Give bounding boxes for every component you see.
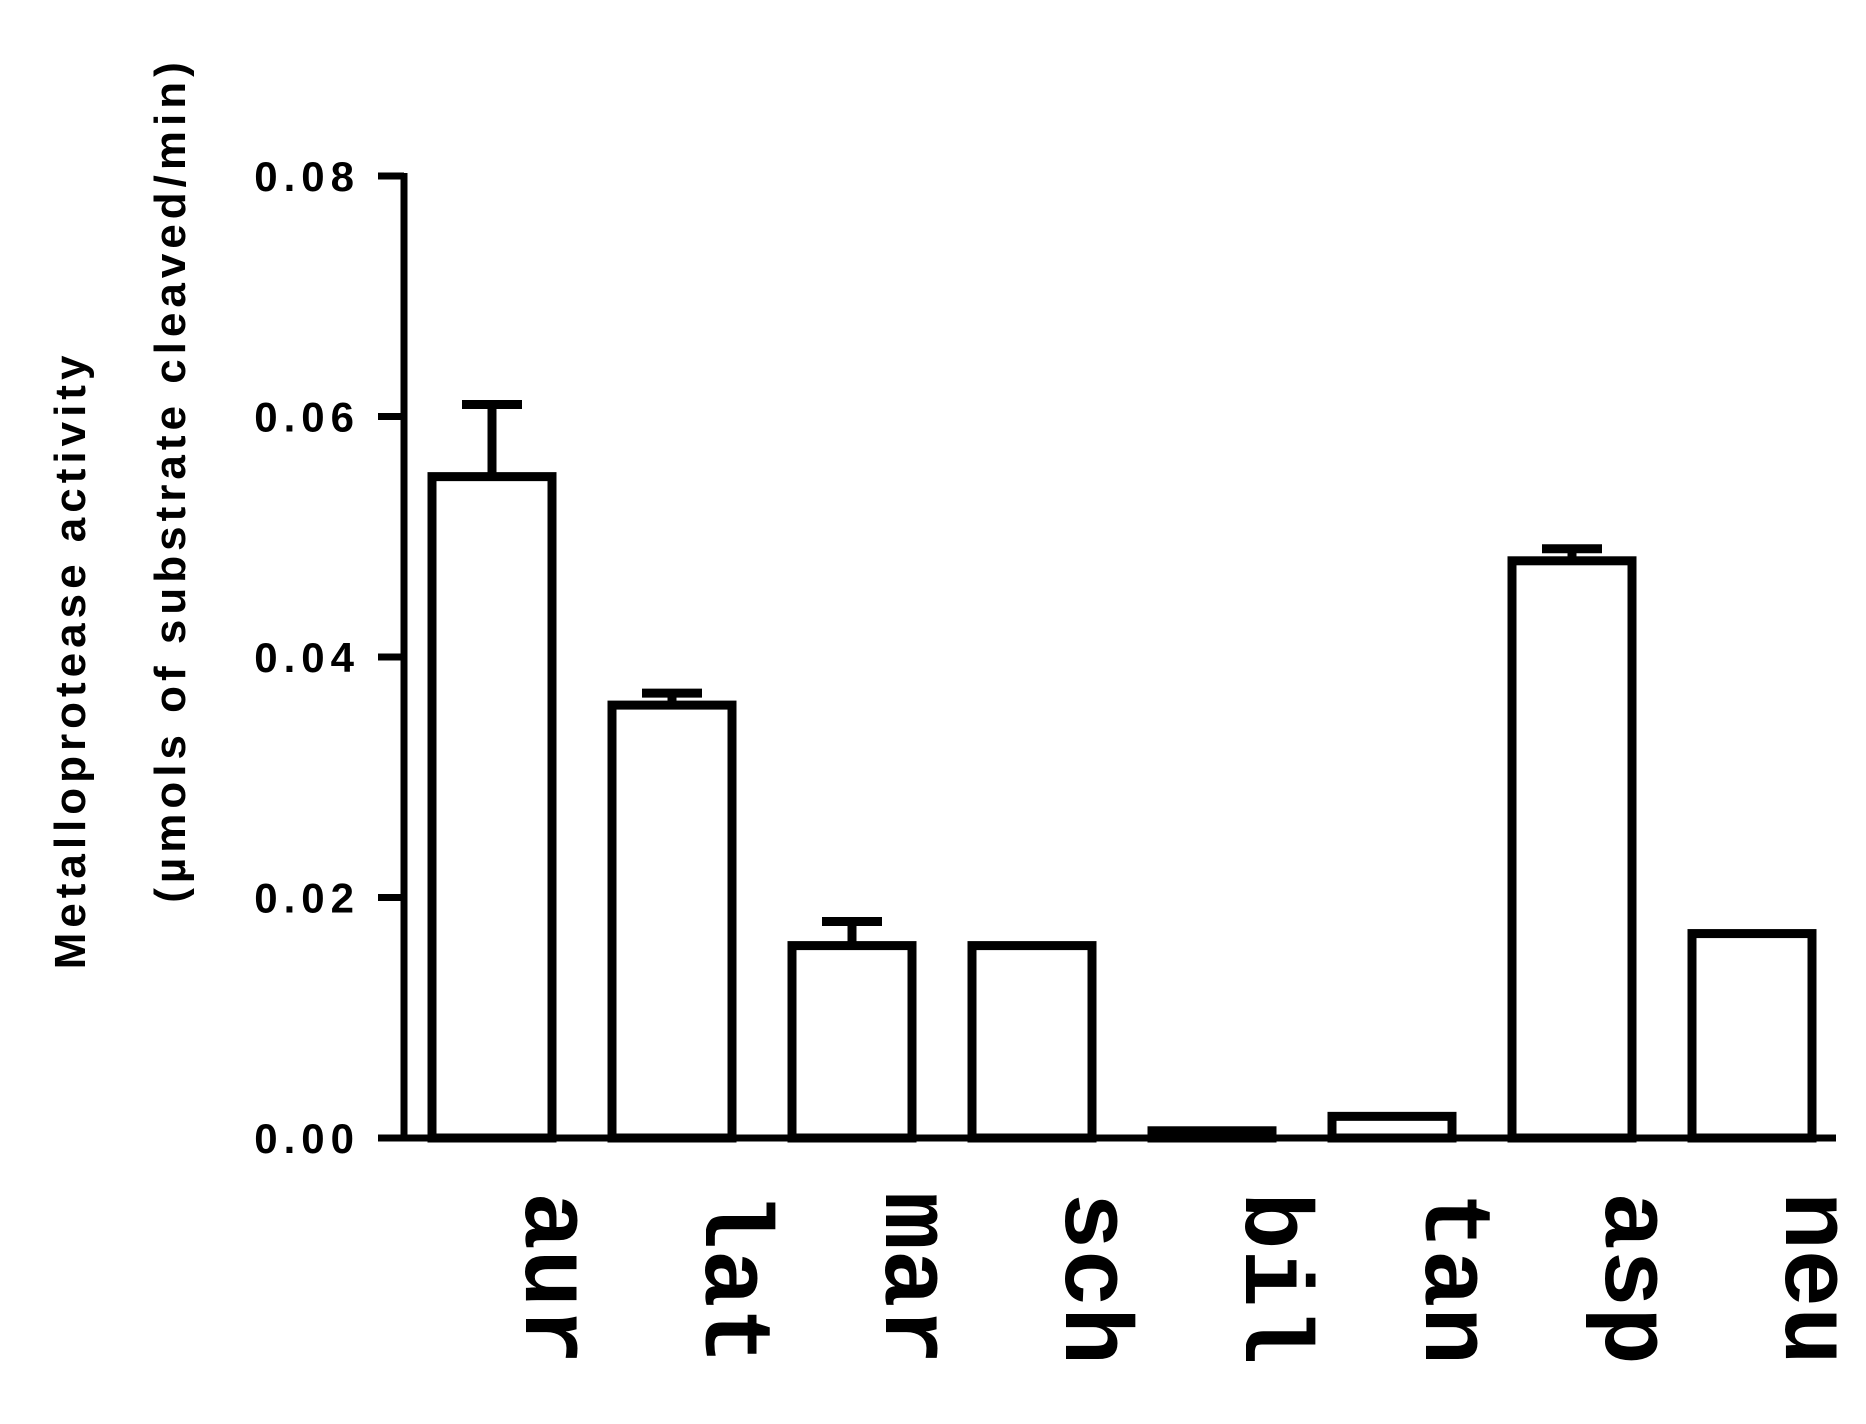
y-tick-label: 0.06 bbox=[254, 394, 360, 441]
x-tick-label-neu: neu bbox=[1757, 1192, 1866, 1365]
bar-tan bbox=[1327, 1111, 1457, 1143]
y-tick-label: 0.04 bbox=[254, 634, 360, 681]
x-tick-label-asp: asp bbox=[1577, 1192, 1686, 1365]
bar-neu bbox=[1687, 929, 1817, 1143]
y-axis-ticks: 0.00 0.02 0.04 0.06 0.08 bbox=[254, 153, 404, 1162]
bar-mar bbox=[787, 941, 917, 1143]
x-tick-label-sch: sch bbox=[1037, 1192, 1146, 1365]
x-tick-label-bil: bil bbox=[1217, 1192, 1326, 1365]
bar-aur bbox=[427, 472, 557, 1143]
bar-asp bbox=[1507, 556, 1637, 1143]
x-tick-label-tan: tan bbox=[1397, 1192, 1506, 1365]
bars bbox=[427, 399, 1817, 1143]
y-axis-label-line-2: (µmols of substrate cleaved/min) bbox=[146, 57, 195, 903]
bar-bil bbox=[1147, 1126, 1277, 1143]
y-tick-label: 0.08 bbox=[254, 153, 360, 200]
y-axis-label: Metalloprotease activity (µmols of subst… bbox=[46, 57, 195, 969]
bar-lat bbox=[607, 700, 737, 1143]
x-tick-label-aur: aur bbox=[497, 1192, 606, 1365]
x-tick-label-lat: lat bbox=[677, 1192, 786, 1365]
y-tick-label: 0.00 bbox=[254, 1115, 360, 1162]
bar-sch bbox=[967, 941, 1097, 1143]
x-tick-label-mar: mar bbox=[857, 1192, 966, 1365]
y-axis-label-line-1: Metalloprotease activity bbox=[46, 351, 95, 970]
y-tick-label: 0.02 bbox=[254, 875, 360, 922]
x-axis-ticks: aur lat mar sch bil tan asp neu bbox=[497, 1192, 1866, 1365]
